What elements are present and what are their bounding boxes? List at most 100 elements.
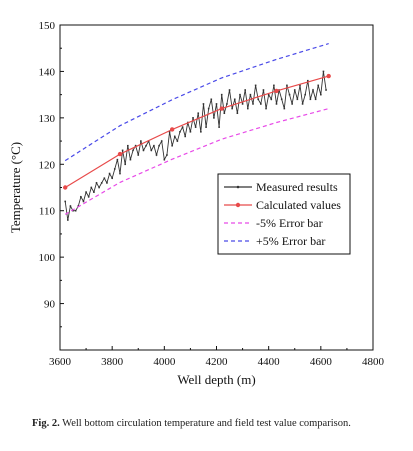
- data-point-measured-results: [179, 130, 181, 133]
- x-tick-label: 4000: [153, 356, 176, 368]
- data-point-measured-results: [257, 98, 260, 101]
- data-point-measured-results: [275, 103, 278, 105]
- data-point-measured-results: [296, 98, 299, 101]
- y-axis: 90 100 110 120 130 140 150: [39, 20, 64, 328]
- x-axis-title: Well depth (m): [177, 372, 255, 387]
- y-tick-label: 120: [39, 159, 56, 171]
- data-point-measured-results: [121, 149, 124, 152]
- data-point-measured-results: [171, 144, 173, 147]
- data-point-measured-results: [173, 135, 176, 138]
- data-point-measured-results: [314, 98, 317, 101]
- data-point-measured-results: [192, 117, 194, 119]
- data-point-measured-results: [304, 93, 306, 96]
- data-point-measured-results: [267, 93, 270, 96]
- data-point-measured-results: [158, 144, 160, 147]
- data-point-measured-results: [74, 209, 77, 212]
- x-tick-label: 4200: [206, 356, 229, 368]
- data-point-measured-results: [145, 144, 147, 147]
- data-point-measured-results: [72, 209, 74, 212]
- data-point-measured-results: [288, 93, 291, 96]
- data-point-measured-results: [207, 107, 210, 110]
- data-point-measured-results: [252, 103, 254, 105]
- data-point-measured-results: [273, 84, 275, 87]
- data-point-measured-results: [132, 149, 134, 152]
- x-tick-label: 4400: [258, 356, 281, 368]
- x-tick-label: 3600: [49, 356, 72, 368]
- data-point-measured-results: [103, 177, 106, 180]
- data-point-measured-results: [236, 112, 239, 115]
- data-point-measured-results: [306, 79, 309, 82]
- data-point-measured-results: [127, 144, 129, 147]
- legend-label-measured-results: Measured results: [256, 180, 338, 194]
- data-point-measured-results: [189, 130, 192, 133]
- data-point-measured-results: [223, 112, 226, 115]
- data-point-measured-results: [197, 112, 200, 115]
- data-point-measured-results: [181, 126, 184, 128]
- data-point-measured-results: [231, 107, 233, 110]
- data-point-measured-results: [233, 98, 236, 101]
- data-point-calculated-values: [63, 185, 68, 190]
- data-point-measured-results: [85, 191, 87, 193]
- data-point-measured-results: [291, 103, 293, 105]
- data-point-measured-results: [270, 98, 273, 101]
- y-axis-title: Temperature (°C): [8, 142, 23, 233]
- x-tick-label: 4600: [310, 356, 333, 368]
- data-point-measured-results: [299, 84, 301, 87]
- data-point-measured-results: [218, 126, 220, 128]
- data-point-measured-results: [155, 154, 158, 156]
- data-point-measured-results: [160, 140, 163, 142]
- data-point-measured-results: [200, 130, 202, 133]
- legend-label-5-error-bar: +5% Error bar: [256, 234, 325, 248]
- data-point-measured-results: [90, 186, 93, 189]
- data-point-measured-results: [249, 93, 252, 96]
- data-point-measured-results: [215, 103, 218, 105]
- data-point-measured-results: [317, 84, 320, 87]
- y-tick-label: 100: [39, 252, 56, 264]
- series-line-calculated-values: [64, 75, 329, 189]
- data-point-measured-results: [153, 144, 155, 147]
- data-point-measured-results: [213, 117, 215, 119]
- y-tick-label: 110: [39, 206, 56, 218]
- data-point-measured-results: [67, 219, 69, 221]
- data-point-measured-results: [202, 103, 205, 105]
- data-point-measured-results: [220, 93, 223, 96]
- y-tick-label: 150: [39, 20, 56, 32]
- legend-marker-calculated-values: [235, 202, 241, 208]
- data-point-measured-results: [93, 191, 95, 193]
- data-point-measured-results: [241, 103, 244, 105]
- x-axis: 3600 3800 4000 4200 4400 4600 4800: [49, 346, 385, 368]
- data-point-measured-results: [134, 144, 137, 147]
- data-point-measured-results: [106, 182, 108, 184]
- data-point-measured-results: [312, 89, 314, 91]
- data-point-measured-results: [260, 103, 262, 105]
- data-point-measured-results: [116, 158, 119, 161]
- data-point-measured-results: [247, 107, 249, 110]
- data-point-measured-results: [244, 89, 246, 91]
- series-line-5-error-bar: [64, 43, 329, 162]
- legend: Measured results Calculated values -5% Err…: [217, 173, 351, 255]
- data-point-measured-results: [262, 89, 265, 91]
- data-point-measured-results: [80, 195, 82, 198]
- data-point-measured-results: [239, 93, 241, 96]
- series-line-5-error-bar: [64, 108, 329, 215]
- x-tick-label: 3800: [101, 356, 124, 368]
- y-tick-label: 90: [44, 299, 56, 311]
- data-point-measured-results: [228, 89, 231, 91]
- figure-caption-text: Well bottom circulation temperature and …: [62, 418, 351, 429]
- figure-caption-label: Fig. 2.: [32, 418, 60, 429]
- data-point-measured-results: [113, 168, 116, 170]
- data-point-measured-results: [77, 205, 80, 207]
- data-point-measured-results: [226, 103, 228, 105]
- data-point-calculated-values: [219, 106, 224, 111]
- data-point-measured-results: [124, 163, 127, 166]
- data-point-measured-results: [205, 126, 207, 128]
- data-point-calculated-values: [117, 151, 123, 157]
- data-point-calculated-values: [326, 73, 331, 79]
- data-point-measured-results: [142, 149, 145, 152]
- data-point-measured-results: [194, 126, 197, 128]
- y-tick-label: 130: [39, 113, 56, 125]
- data-point-measured-results: [286, 84, 288, 87]
- data-point-measured-results: [176, 140, 179, 142]
- data-point-measured-results: [111, 177, 113, 180]
- data-point-measured-results: [325, 89, 327, 91]
